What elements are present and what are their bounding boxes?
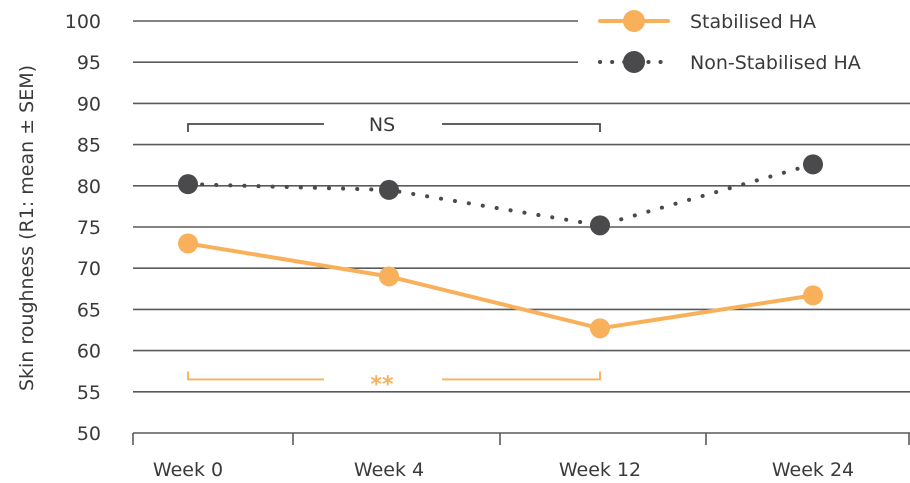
series-non-stabilised-ha	[178, 154, 823, 235]
y-tick-label: 65	[77, 299, 101, 321]
data-point	[590, 318, 610, 338]
series-line	[188, 164, 813, 225]
x-axis: Week 0 Week 4 Week 12 Week 24	[133, 433, 910, 481]
y-tick-label: 85	[77, 135, 101, 157]
data-point	[803, 285, 823, 305]
y-tick-label: 80	[77, 176, 101, 198]
x-tick-label: Week 12	[559, 459, 641, 481]
y-tick-label: 60	[77, 341, 101, 363]
significance-bracket: **	[188, 371, 600, 397]
y-tick-label: 55	[77, 382, 101, 404]
data-point	[803, 154, 823, 174]
grid-lines	[133, 21, 910, 392]
significance-annotations: NS **	[188, 114, 600, 397]
ns-label: NS	[369, 114, 395, 136]
ns-bracket: NS	[188, 114, 600, 136]
legend-marker	[623, 10, 645, 32]
legend-marker	[623, 51, 645, 73]
legend: Stabilised HA Non-Stabilised HA	[600, 10, 861, 74]
x-tick-label: Week 4	[354, 459, 424, 481]
y-tick-label: 70	[77, 258, 101, 280]
legend-item: Non-Stabilised HA	[600, 51, 861, 74]
y-tick-label: 75	[77, 217, 101, 239]
y-tick-label: 50	[77, 423, 101, 445]
data-point	[590, 215, 610, 235]
data-point	[379, 180, 399, 200]
legend-label: Non-Stabilised HA	[690, 52, 861, 74]
significance-label: **	[370, 372, 394, 397]
series-stabilised-ha	[178, 233, 823, 338]
series-group	[178, 154, 823, 338]
data-point	[178, 174, 198, 194]
data-point	[379, 266, 399, 286]
y-axis-ticks: 50 55 60 65 70 75 80 85 90 95 100	[65, 11, 101, 445]
y-axis-title: Skin roughness (R1: mean ± SEM)	[16, 65, 38, 391]
x-tick-label: Week 24	[772, 459, 854, 481]
legend-item: Stabilised HA	[600, 10, 816, 33]
y-tick-label: 95	[77, 52, 101, 74]
series-line	[188, 243, 813, 328]
x-tick-label: Week 0	[153, 459, 223, 481]
data-point	[178, 233, 198, 253]
y-tick-label: 90	[77, 93, 101, 115]
legend-label: Stabilised HA	[690, 11, 816, 33]
y-tick-label: 100	[65, 11, 101, 33]
